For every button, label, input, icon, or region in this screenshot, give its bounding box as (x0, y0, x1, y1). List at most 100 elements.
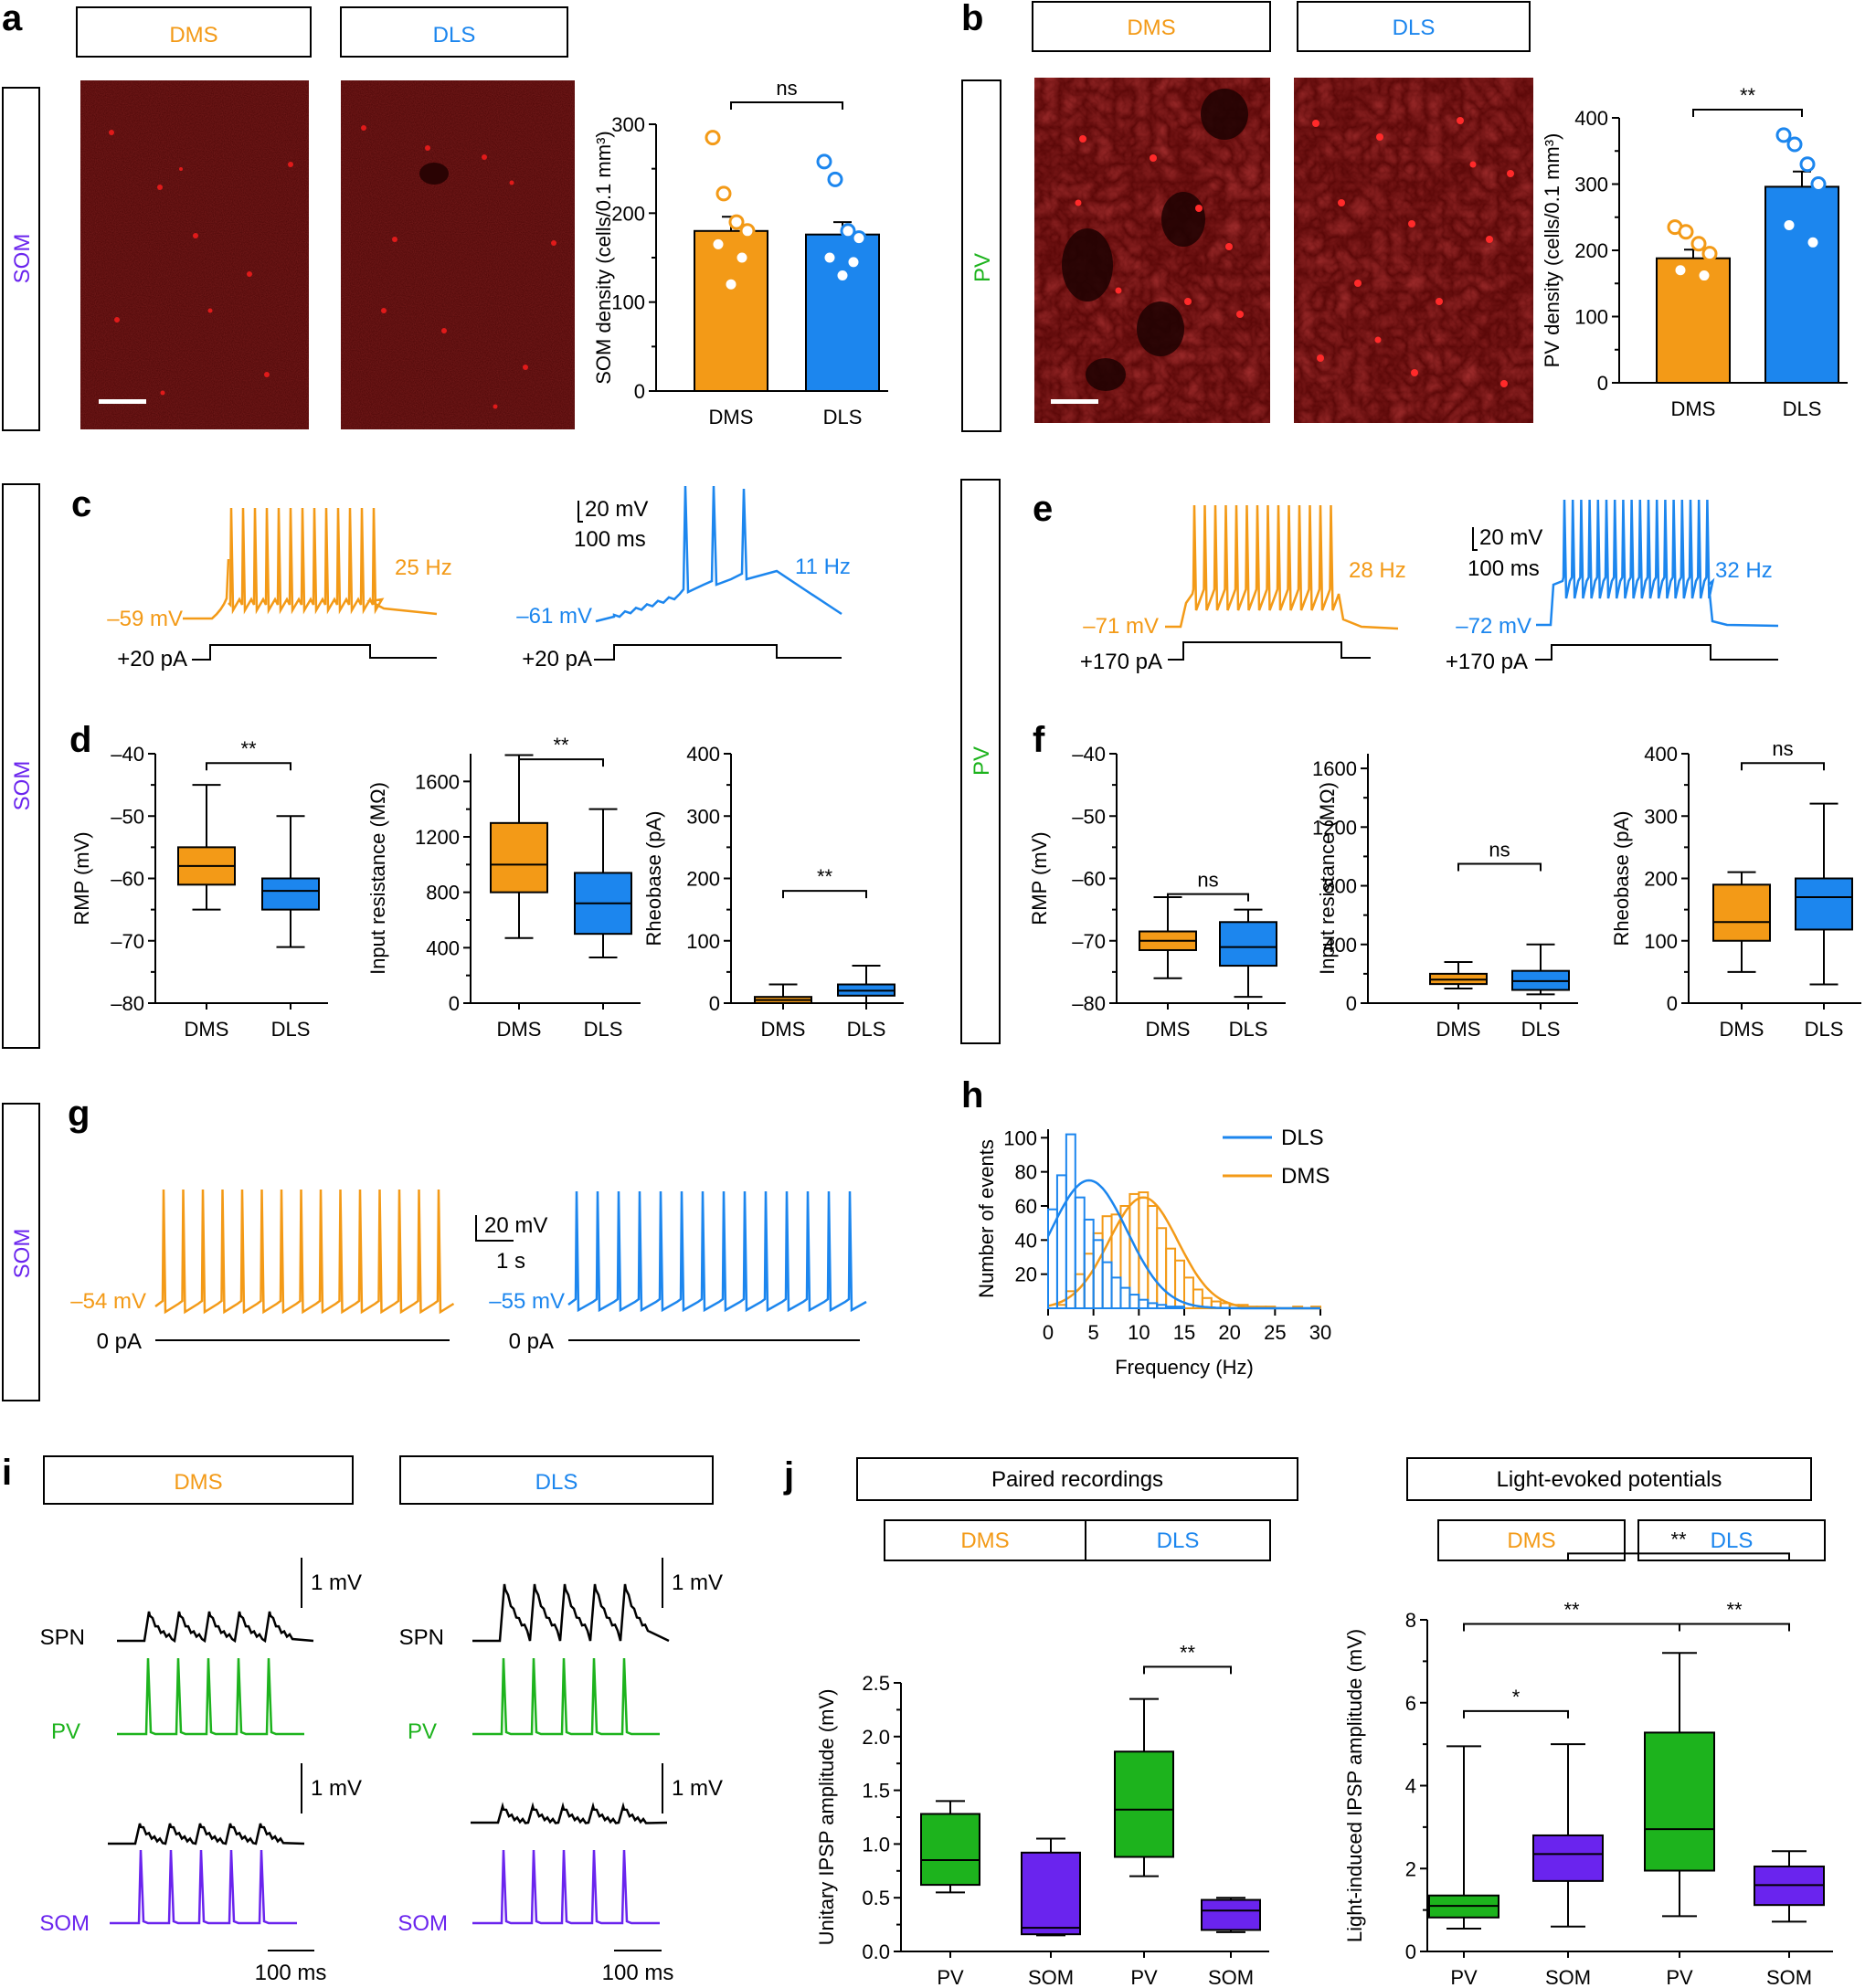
d3-whisker (768, 983, 798, 1004)
h-bin-dls (1110, 1276, 1122, 1310)
chart-input-resistance-som: 0 400 800 1200 1600 Input resistance (MΩ) DMS D… (366, 734, 641, 1041)
current-label-g-dms: 0 pA (97, 1329, 142, 1354)
a-y-tick-label: 300 (611, 113, 645, 136)
a-point (728, 214, 745, 230)
header-box-dms-b (1032, 1, 1271, 52)
current-label-e-dls: +170 pA (1446, 650, 1528, 674)
h-bin-dms (1165, 1247, 1177, 1309)
side-label-pv-e: PV (970, 746, 994, 776)
scale-mv-i-2: 1 mV (311, 1776, 362, 1801)
j1-y-tick-label: 1.5 (862, 1780, 890, 1803)
h-bin-dls (1165, 1306, 1177, 1309)
a-sig-bracket (730, 101, 843, 110)
scale-bar-e (1472, 527, 1478, 551)
d3-sig-label: ** (817, 865, 833, 888)
a-y-tick-label: 0 (634, 380, 645, 403)
h-legend-dls: DLS (1281, 1126, 1324, 1150)
d2-whisker (588, 808, 618, 958)
scale-bar-b (1051, 399, 1098, 404)
current-label-c-dls: +20 pA (522, 647, 592, 671)
a-y-tick-label: 100 (611, 291, 645, 314)
header-dls-i: DLS (535, 1470, 578, 1495)
h-y-label: Number of events (975, 1139, 998, 1298)
header-dms-b: DMS (1127, 16, 1175, 40)
side-label-pv-b: PV (970, 253, 995, 282)
panel-label-e: e (1033, 489, 1053, 529)
h-bin-dls (1047, 1208, 1058, 1309)
micrograph-pv-dms (1034, 78, 1270, 423)
j1-whisker (936, 1800, 965, 1894)
a-point (715, 185, 732, 202)
d1-x-label: DMS (185, 1018, 229, 1041)
trace-spn-dls-pv (472, 1583, 670, 1643)
d3-y-tick-label: 100 (686, 930, 720, 953)
h-bin-dms (1092, 1232, 1104, 1310)
side-box-ef (960, 479, 1001, 1044)
d1-sig-bracket (206, 762, 291, 771)
h-x-tick-label: 15 (1173, 1321, 1195, 1344)
current-step-c-dls (594, 644, 842, 661)
d1-whisker (276, 815, 305, 948)
j2-sig-bracket (1567, 1552, 1790, 1561)
d1-y-tick-label: –60 (111, 868, 144, 891)
row-label-som-dls: SOM (397, 1911, 448, 1936)
trace-pv-dls (472, 1657, 660, 1736)
j1-box-pv (1114, 1750, 1174, 1858)
f3-y-tick-label: 100 (1644, 930, 1678, 953)
j2-y-tick-label: 4 (1405, 1775, 1416, 1798)
micrograph-som-dls (341, 80, 575, 429)
a-point (710, 236, 726, 252)
j2-whisker (1551, 1743, 1585, 1928)
h-y-tick-label: 20 (1015, 1264, 1037, 1286)
h-x-tick-label: 25 (1264, 1321, 1286, 1344)
header-dms-j2: DMS (1507, 1528, 1555, 1553)
j1-whisker (1216, 1897, 1245, 1933)
a-point (723, 276, 739, 292)
j2-y-tick-label: 0 (1405, 1940, 1416, 1963)
side-label-som-d: SOM (10, 761, 35, 811)
d2-y-tick-label: 1200 (415, 826, 460, 849)
a-point (851, 230, 867, 247)
side-box-b (961, 79, 1001, 432)
f3-y-label: Rheobase (pA) (1610, 811, 1633, 946)
chart-light-ipsp: 0 2 4 6 8 Light-induced IPSP amplitude (mV) PV… (1343, 1528, 1833, 1988)
j2-y-tick-label: 2 (1405, 1857, 1416, 1880)
side-box-g (2, 1103, 40, 1401)
j2-x-label: SOM (1545, 1966, 1591, 1988)
header-dms-j1: DMS (960, 1528, 1009, 1553)
trace-spn-dms-som (108, 1823, 305, 1845)
scale-mv-i-1: 1 mV (311, 1570, 362, 1595)
h-bin-dms (1147, 1205, 1159, 1309)
d3-sig-bracket (782, 890, 867, 899)
h-bin-dls (1174, 1306, 1185, 1309)
f2-y-label: Input resistance (MΩ) (1316, 782, 1339, 975)
row-label-som-dms: SOM (39, 1911, 90, 1936)
f2-y-tick-label: 800 (1323, 875, 1357, 898)
a-point (827, 171, 843, 187)
d2-whisker (504, 754, 534, 939)
row-label-pv-dls: PV (408, 1719, 437, 1744)
a-point (821, 249, 838, 266)
h-legend-dms: DMS (1281, 1164, 1330, 1189)
j2-sig-label: ** (1563, 1599, 1580, 1622)
scale-ms-i-2: 100 ms (602, 1961, 674, 1985)
d3-x-label: DMS (761, 1018, 806, 1041)
current-label-e-dms: +170 pA (1080, 650, 1162, 674)
header-dls-a: DLS (433, 23, 476, 48)
f2-whisker (1444, 961, 1473, 989)
j2-whisker (1446, 1745, 1481, 1930)
current-step-e-dms (1168, 641, 1371, 661)
h-y-tick-label: 60 (1015, 1195, 1037, 1218)
d3-y-label: Rheobase (pA) (642, 811, 665, 946)
chart-rheobase-som: 0 100 200 300 400 Rheobase (pA) DMS DLS ** (642, 743, 904, 1041)
b-x-label-dls: DLS (1783, 397, 1822, 420)
f2-y-tick-label: 400 (1323, 934, 1357, 957)
header-dls-j1: DLS (1157, 1528, 1200, 1553)
b-point (1696, 268, 1712, 284)
b-errorbar-dls (1793, 170, 1811, 187)
j2-x-label: SOM (1766, 1966, 1812, 1988)
f2-y-tick-label: 1600 (1312, 757, 1357, 780)
j1-x-label: PV (937, 1966, 964, 1988)
